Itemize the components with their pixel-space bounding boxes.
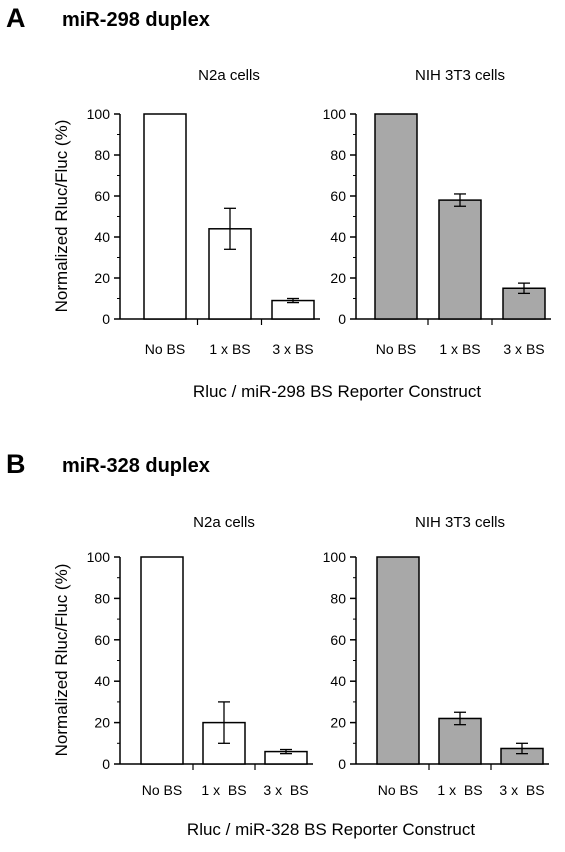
bar — [271, 299, 315, 320]
y-tick-label: 100 — [323, 106, 347, 122]
y-tick-label: 60 — [94, 632, 110, 648]
category-label: 3 x BS — [499, 782, 544, 798]
category-label: 1 x BS — [201, 782, 246, 798]
chart-subtitle: NIH 3T3 cells — [415, 67, 505, 84]
y-tick-label: 80 — [330, 147, 346, 163]
panel-b-xlabel: Rluc / miR-328 BS Reporter Construct — [187, 820, 475, 839]
bar — [438, 199, 482, 320]
y-tick-label: 60 — [94, 188, 110, 204]
bar — [140, 556, 184, 765]
category-label: 1 x BS — [437, 782, 482, 798]
y-tick-label: 40 — [94, 229, 110, 245]
category-label: 3 x BS — [263, 782, 308, 798]
chart-a-nih3t3: NIH 3T3 cells 0 20 40 60 80 100 No BS 1 x BS 3 x … — [323, 67, 551, 357]
y-tick-label: 80 — [94, 590, 110, 606]
bar — [374, 113, 418, 320]
category-label: 1 x BS — [439, 341, 480, 357]
y-tick-label: 40 — [330, 229, 346, 245]
y-tick-label: 0 — [338, 756, 346, 772]
category-label: 3 x BS — [272, 341, 313, 357]
y-tick-label: 20 — [94, 270, 110, 286]
y-tick-label: 0 — [102, 756, 110, 772]
y-tick-label: 100 — [323, 549, 347, 565]
bar — [143, 113, 187, 320]
chart-b-nih3t3: NIH 3T3 cells 0 20 40 60 80 100 No BS 1 x BS 3 x … — [323, 514, 549, 798]
y-tick-label: 80 — [94, 147, 110, 163]
panel-b-title: miR-328 duplex — [62, 455, 210, 477]
y-tick-label: 100 — [87, 106, 111, 122]
panel-a-letter: A — [6, 3, 26, 33]
chart-subtitle: N2a cells — [198, 67, 260, 84]
bar — [376, 556, 420, 765]
chart-a-n2a: N2a cells 0 20 40 60 80 100 No BS 1 x BS 3 x BS — [87, 67, 320, 357]
y-tick-label: 80 — [330, 590, 346, 606]
category-label: 1 x BS — [209, 341, 250, 357]
chart-subtitle: NIH 3T3 cells — [415, 514, 505, 531]
chart-subtitle: N2a cells — [193, 514, 255, 531]
y-tick-label: 100 — [87, 549, 111, 565]
panel-a-title: miR-298 duplex — [62, 9, 210, 31]
category-label: No BS — [376, 341, 416, 357]
y-tick-label: 20 — [330, 715, 346, 731]
category-label: No BS — [378, 782, 418, 798]
y-tick-label: 40 — [94, 673, 110, 689]
category-label: No BS — [145, 341, 185, 357]
category-label: 3 x BS — [503, 341, 544, 357]
bar — [438, 717, 482, 765]
panel-b-ylabel: Normalized Rluc/Fluc (%) — [52, 564, 71, 757]
y-tick-label: 0 — [102, 311, 110, 327]
panel-b-letter: B — [6, 449, 26, 479]
chart-b-n2a: N2a cells 0 20 40 60 80 100 No BS 1 x BS 3 x BS — [87, 514, 313, 798]
y-tick-label: 20 — [330, 270, 346, 286]
panel-a-ylabel: Normalized Rluc/Fluc (%) — [52, 120, 71, 313]
y-tick-label: 40 — [330, 673, 346, 689]
panel-a-xlabel: Rluc / miR-298 BS Reporter Construct — [193, 382, 481, 401]
y-tick-label: 20 — [94, 715, 110, 731]
y-tick-label: 60 — [330, 188, 346, 204]
bar — [208, 228, 252, 320]
y-tick-label: 0 — [338, 311, 346, 327]
y-tick-label: 60 — [330, 632, 346, 648]
category-label: No BS — [142, 782, 182, 798]
